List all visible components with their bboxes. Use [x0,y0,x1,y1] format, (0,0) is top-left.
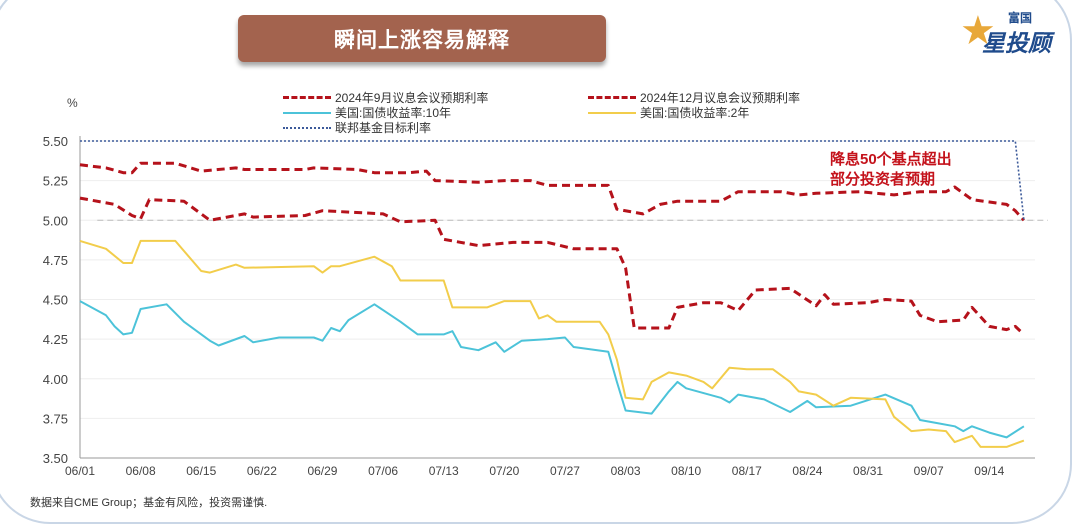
legend-item-sep: 2024年9月议息会议预期利率 [283,89,488,106]
legend-item-10y: 美国:国债收益率:10年 [283,104,451,121]
x-tick-label: 07/06 [368,464,398,478]
x-tick-label: 09/14 [974,464,1004,478]
x-tick-label: 07/20 [489,464,519,478]
y-tick-label: 4.50 [43,293,68,308]
y-tick-label: 3.50 [43,451,68,466]
y-tick-label: 4.00 [43,372,68,387]
x-tick-label: 06/29 [307,464,337,478]
x-tick-label: 08/24 [792,464,822,478]
brand-logo: ★ 富国 星投顾 [960,6,1070,56]
legend-label: 美国:国债收益率:2年 [640,106,750,120]
x-tick-label: 06/22 [247,464,277,478]
legend-item-2y: 美国:国债收益率:2年 [588,104,749,121]
x-tick-label: 09/07 [914,464,944,478]
y-tick-label: 5.00 [43,213,68,228]
series-line-5 [80,140,1025,221]
chart-annotation: 降息50个基点超出 部分投资者预期 [830,150,952,190]
x-tick-label: 07/27 [550,464,580,478]
legend-label: 美国:国债收益率:10年 [335,106,452,120]
source-note: 数据来自CME Group；基金有风险，投资需谨慎. [30,497,268,509]
line-chart: 5.50 5.25 5.00 4.75 4.50 4.25 4.00 3.75 3.50% 06/… [43,96,1048,478]
x-tick-label: 08/10 [671,464,701,478]
legend-item-fed: 联邦基金目标利率 [283,119,431,136]
legend-label: 2024年12月议息会议预期利率 [640,91,801,105]
page-title: 瞬间上涨容易解释 [238,15,606,62]
annotation-line: 降息50个基点超出 [830,151,952,168]
series-line-3 [79,300,1025,439]
x-tick-label: 06/08 [126,464,156,478]
x-tick-label: 07/13 [429,464,459,478]
x-tick-label: 08/31 [853,464,883,478]
logo-text-top: 富国 [1008,11,1033,25]
star-icon: ★ [960,9,996,53]
x-tick-label: 08/03 [611,464,641,478]
y-tick-label: 4.75 [43,253,68,268]
legend-item-dec: 2024年12月议息会议预期利率 [588,89,800,106]
legend-label: 2024年9月议息会议预期利率 [335,91,489,105]
x-tick-label: 06/15 [186,464,216,478]
logo-text-main: 星投顾 [982,30,1051,56]
annotation-line: 部分投资者预期 [830,171,936,188]
y-tick-label: 3.75 [43,411,68,426]
y-tick-label: 5.25 [43,174,68,189]
series-line-4 [79,239,1025,448]
series-line-2 [79,196,1025,336]
x-tick-label: 08/17 [732,464,762,478]
y-axis-label: % [67,96,78,110]
y-tick-label: 5.50 [43,134,68,149]
x-tick-label: 06/01 [65,464,95,478]
y-tick-label: 4.25 [43,332,68,347]
legend-label: 联邦基金目标利率 [335,121,432,135]
